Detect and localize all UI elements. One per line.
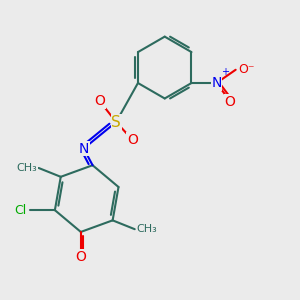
Text: O: O (127, 133, 138, 147)
Text: O: O (94, 94, 105, 108)
Text: O: O (224, 95, 235, 109)
Text: CH₃: CH₃ (136, 224, 157, 234)
Text: CH₃: CH₃ (16, 163, 37, 173)
Text: +: + (221, 67, 229, 76)
Text: N: N (211, 76, 222, 90)
Text: O: O (75, 250, 86, 264)
Text: S: S (111, 115, 121, 130)
Text: N: N (79, 142, 89, 155)
Text: Cl: Cl (15, 204, 27, 217)
Text: O⁻: O⁻ (238, 63, 255, 76)
